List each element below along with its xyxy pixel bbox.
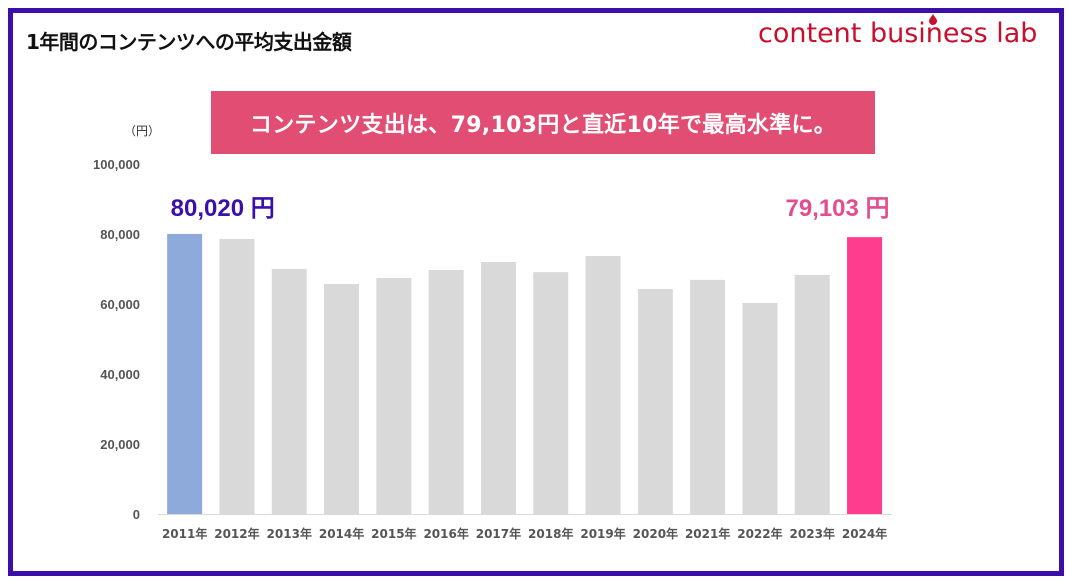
bar-2013 — [271, 269, 307, 514]
bar-2015 — [376, 278, 412, 514]
headline-banner: コンテンツ支出は、79,103円と直近10年で最高水準に。 — [211, 91, 875, 154]
logo: content business lab — [758, 13, 1038, 49]
y-tick-label: 40,000 — [100, 367, 140, 382]
x-tick-label: 2021年 — [685, 526, 730, 541]
banner-text: コンテンツ支出は、79,103円と直近10年で最高水準に。 — [249, 112, 837, 138]
callout-last-value: 79,103 円 — [785, 195, 889, 222]
drop-icon — [929, 13, 937, 25]
x-tick-label: 2011年 — [162, 526, 207, 541]
bar-2020 — [637, 288, 673, 514]
bar-2014 — [324, 284, 360, 514]
x-tick-label: 2019年 — [580, 526, 625, 541]
y-tick-label: 80,000 — [100, 227, 140, 242]
x-tick-label: 2016年 — [423, 526, 468, 541]
x-tick-label: 2023年 — [790, 526, 835, 541]
callout-first-value: 80,020 円 — [171, 195, 275, 222]
y-tick-label: 0 — [133, 507, 140, 522]
bar-2016 — [428, 270, 464, 514]
page-title: 1年間のコンテンツへの平均支出金額 — [26, 30, 352, 54]
bar-2012 — [219, 238, 255, 514]
x-tick-label: 2024年 — [842, 526, 887, 541]
logo-text: content business lab — [758, 18, 1038, 49]
y-tick-label: 100,000 — [93, 157, 140, 172]
bar-2024 — [847, 237, 883, 514]
x-tick-label: 2013年 — [267, 526, 312, 541]
bar-2021 — [690, 279, 726, 514]
y-axis-unit: （円） — [124, 124, 161, 138]
bar-2017 — [480, 262, 516, 514]
x-tick-label: 2018年 — [528, 526, 573, 541]
x-tick-label: 2015年 — [371, 526, 416, 541]
bar-2022 — [742, 302, 778, 514]
bar-2011 — [167, 233, 203, 514]
x-tick-label: 2017年 — [476, 526, 521, 541]
bar-2023 — [794, 274, 830, 514]
y-tick-label: 20,000 — [100, 437, 140, 452]
x-tick-label: 2014年 — [319, 526, 364, 541]
bar-2019 — [585, 256, 621, 514]
x-tick-label: 2022年 — [737, 526, 782, 541]
x-tick-label: 2020年 — [633, 526, 678, 541]
x-tick-label: 2012年 — [214, 526, 259, 541]
y-tick-label: 60,000 — [100, 297, 140, 312]
bar-2018 — [533, 272, 569, 514]
